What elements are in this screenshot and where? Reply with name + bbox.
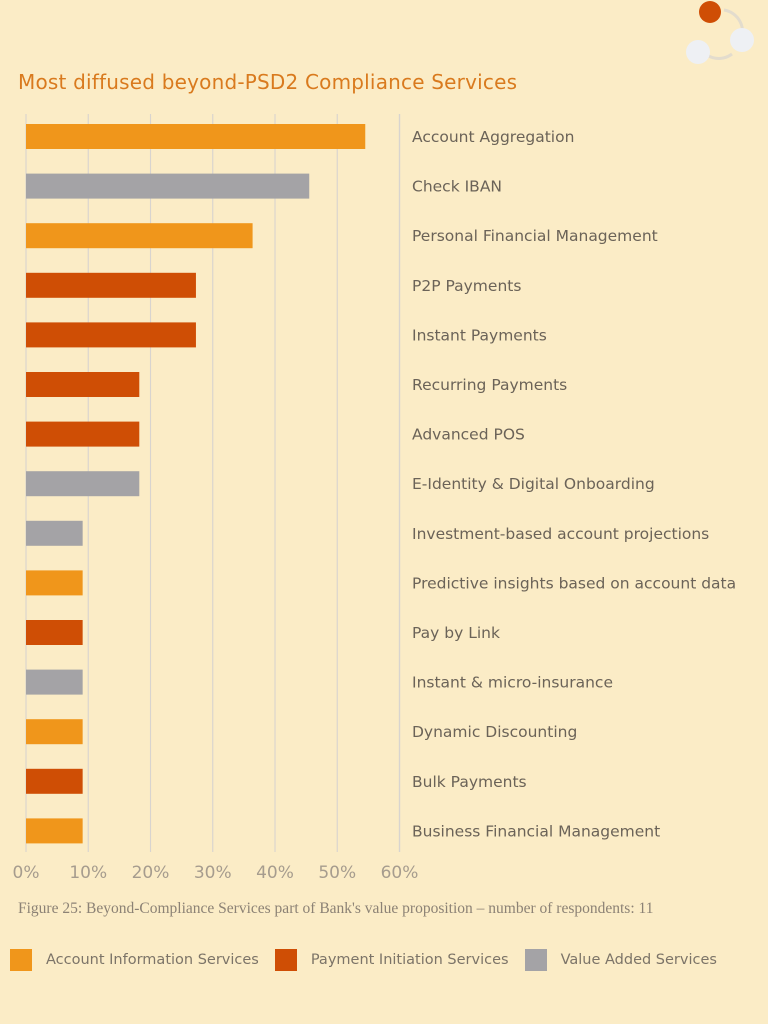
x-tick-label-20: 20% xyxy=(132,863,170,883)
bar-predictive-insights-based-on-account-data xyxy=(26,570,83,596)
x-tick-label-60: 60% xyxy=(381,863,419,883)
bars xyxy=(26,124,366,844)
x-axis-tick-labels: 0% 10% 20% 30% 40% 50% 60% xyxy=(13,863,419,883)
category-label: Investment-based account projections xyxy=(412,525,709,543)
legend-item-ais: Account Information Services xyxy=(10,949,259,971)
bar-bulk-payments xyxy=(26,768,83,794)
legend-item-vas: Value Added Services xyxy=(524,949,717,971)
category-label: Instant Payments xyxy=(412,326,547,344)
category-label: E-Identity & Digital Onboarding xyxy=(412,475,655,493)
category-label: P2P Payments xyxy=(412,277,521,295)
legend-swatch-pis xyxy=(274,949,297,971)
legend-label-vas: Value Added Services xyxy=(560,952,717,968)
bar-business-financial-management xyxy=(26,818,83,844)
bar-recurring-payments xyxy=(26,372,140,397)
category-label: Bulk Payments xyxy=(412,773,527,791)
category-labels: Account Aggregation Check IBAN Personal Fi… xyxy=(412,128,736,840)
x-tick-label-40: 40% xyxy=(256,863,294,883)
category-label: Recurring Payments xyxy=(412,376,567,394)
bar-p2p-payments xyxy=(26,272,196,298)
x-tick-label-50: 50% xyxy=(318,863,356,883)
bar-pay-by-link xyxy=(26,620,83,645)
legend-label-ais: Account Information Services xyxy=(46,952,259,968)
category-label: Dynamic Discounting xyxy=(412,723,577,741)
bar-check-iban xyxy=(26,173,310,199)
bar-advanced-pos xyxy=(26,421,140,447)
x-tick-label-0: 0% xyxy=(13,863,40,883)
bar-investment-based-account-projections xyxy=(26,520,83,546)
category-label: Pay by Link xyxy=(412,624,500,642)
bar-instant-micro-insurance xyxy=(26,669,83,695)
bar-personal-financial-management xyxy=(26,223,253,249)
category-label: Predictive insights based on account dat… xyxy=(412,574,736,592)
three-circle-cycle-logo-icon xyxy=(686,1,754,64)
legend-swatch-vas xyxy=(524,949,547,971)
category-label: Instant & micro-insurance xyxy=(412,674,613,692)
figure-caption: Figure 25: Beyond-Compliance Services pa… xyxy=(18,900,654,917)
category-label: Business Financial Management xyxy=(412,822,660,840)
legend-label-pis: Payment Initiation Services xyxy=(310,952,509,968)
chart-title: Most diffused beyond-PSD2 Compliance Ser… xyxy=(18,70,518,94)
legend: Account Information Services Payment Ini… xyxy=(10,948,733,972)
category-label: Check IBAN xyxy=(412,178,502,196)
bar-account-aggregation xyxy=(26,124,366,149)
bar-instant-payments xyxy=(26,322,196,348)
category-label: Advanced POS xyxy=(412,426,525,444)
x-tick-label-30: 30% xyxy=(194,863,232,883)
bar-e-identity-digital-onboarding xyxy=(26,471,140,497)
x-tick-label-10: 10% xyxy=(69,863,107,883)
legend-swatch-ais xyxy=(10,949,32,971)
category-label: Personal Financial Management xyxy=(412,227,658,245)
bar-dynamic-discounting xyxy=(26,719,83,745)
bar-chart: Account Aggregation Check IBAN Personal Fi… xyxy=(13,114,736,883)
category-label: Account Aggregation xyxy=(412,128,574,146)
legend-item-pis: Payment Initiation Services xyxy=(274,949,509,971)
